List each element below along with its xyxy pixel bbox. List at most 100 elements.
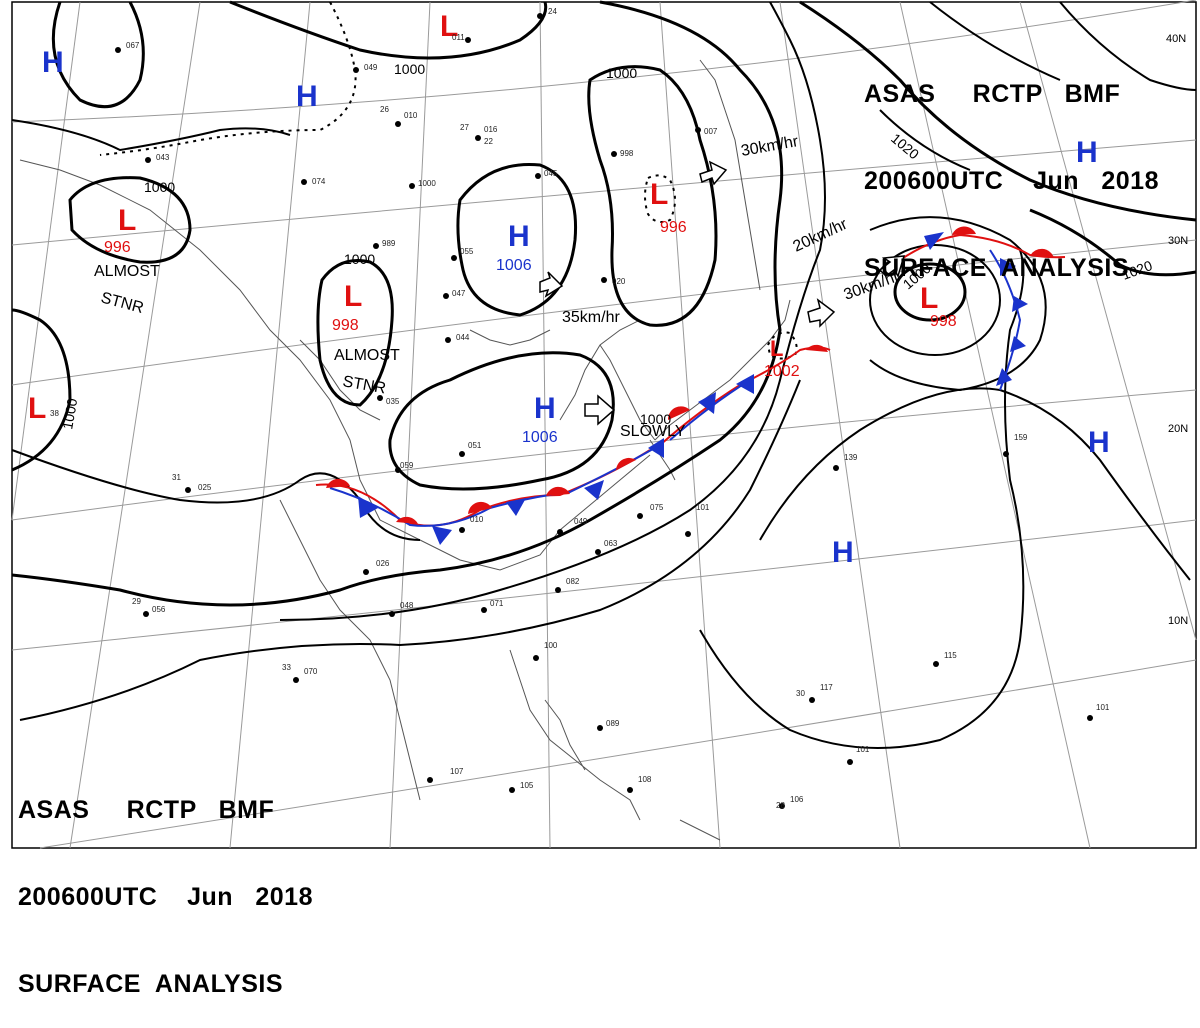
station-value: 067 (126, 41, 140, 50)
station-value: 101 (1096, 703, 1110, 712)
lat-label: 10N (1168, 615, 1188, 627)
center-letter: L (440, 10, 458, 43)
cold-front-mark (358, 496, 378, 518)
warm-front-mark (616, 457, 636, 470)
cold-front-mark (584, 480, 604, 500)
lat-label: 20N (1168, 423, 1188, 435)
isobar-label: 1000 (394, 61, 425, 77)
arrow-icon (699, 160, 728, 186)
station-value: 044 (456, 333, 470, 342)
station-value: 100 (544, 641, 558, 650)
header-bottom: ASAS RCTP BMF 200600UTC Jun 2018 SURFACE… (18, 738, 313, 1028)
station-value: 33 (282, 663, 291, 672)
station-value: 055 (460, 247, 474, 256)
arrow-icon (878, 255, 906, 278)
center-letter: L (344, 280, 362, 313)
station-value: 071 (490, 599, 504, 608)
cold-front-mark (506, 498, 526, 516)
cold-front-mark (432, 526, 452, 545)
station-value: 070 (304, 667, 318, 676)
station-value: 27 (460, 123, 469, 132)
warm-front-mark (667, 406, 690, 420)
lat-label: 40N (1166, 33, 1186, 45)
lat-label: 30N (1168, 235, 1188, 247)
center-letter: L (650, 178, 668, 211)
center-letter: H (534, 392, 556, 425)
station-value: 035 (386, 397, 400, 406)
cold-front-mark (1010, 336, 1026, 352)
center-letter: H (296, 80, 318, 113)
center-value: 998 (332, 317, 359, 334)
center-letter: H (1076, 136, 1098, 169)
center-value: 1006 (496, 257, 532, 274)
station-value: 101 (856, 745, 870, 754)
header-top: ASAS RCTP BMF 200600UTC Jun 2018 SURFACE… (864, 22, 1159, 312)
pressure-centers: H H L 996 L 998 L H 1006 H 1006 L 996 L … (28, 10, 1110, 569)
station-value: 24 (548, 7, 557, 16)
station-value: 117 (820, 683, 833, 692)
station-value: 043 (156, 153, 170, 162)
station-value: 28 (776, 801, 785, 810)
center-letter: L (920, 282, 938, 315)
station-value: 115 (944, 651, 957, 660)
station-value: 063 (604, 539, 618, 548)
stnr-label: ALMOST (334, 347, 400, 364)
station-value: 010 (404, 111, 418, 120)
speed-label: 30km/hr (740, 133, 801, 160)
coastlines (19, 59, 791, 841)
station-value: 020 (612, 277, 626, 286)
arrow-icon (584, 394, 616, 426)
isobar-label: 1000 (144, 179, 175, 195)
center-letter: L (28, 392, 46, 425)
latitude-labels: 40N 30N 20N 10N (1166, 33, 1188, 627)
isobar-label: 1000 (606, 65, 637, 81)
station-value: 1000 (418, 179, 436, 188)
cold-front-mark (648, 438, 664, 458)
station-value: 31 (172, 473, 181, 482)
station-value: 159 (1014, 433, 1028, 442)
station-value: 056 (152, 605, 166, 614)
stnr-label: STNR (99, 289, 145, 317)
station-value: 089 (606, 719, 620, 728)
station-value: 30 (796, 689, 805, 698)
station-value: 082 (566, 577, 580, 586)
station-value: 074 (312, 177, 326, 186)
station-value: 045 (544, 169, 558, 178)
station-value: 047 (452, 289, 466, 298)
center-letter: H (42, 46, 64, 79)
center-value: 1002 (764, 363, 800, 380)
center-value: 998 (930, 313, 957, 330)
fronts (315, 226, 1066, 545)
station-value: 048 (400, 601, 414, 610)
center-letter: L (770, 336, 783, 361)
station-value: 016 (484, 125, 498, 134)
header-bottom-line3: SURFACE ANALYSIS (18, 970, 284, 998)
station-value: 075 (650, 503, 664, 512)
cold-front-mark (1000, 258, 1016, 276)
warm-front-mark (806, 344, 828, 352)
center-letter: H (508, 220, 530, 253)
station-value: 998 (620, 149, 634, 158)
center-letter: H (1088, 426, 1110, 459)
motion-arrows (539, 160, 906, 426)
station-value: 059 (400, 461, 414, 470)
cold-front-mark (924, 232, 944, 250)
station-value: 29 (132, 597, 141, 606)
warm-front-mark (1030, 248, 1054, 258)
isobar-label: 1000 (344, 251, 375, 267)
header-bottom-line2: 200600UTC Jun 2018 (18, 883, 313, 911)
isobars (11, 0, 1197, 749)
header-top-line2: 200600UTC Jun 2018 (864, 167, 1159, 195)
isobar-label: 1000 (59, 397, 80, 431)
header-top-line3: SURFACE ANALYSIS (864, 254, 1130, 282)
station-value: 139 (844, 453, 858, 462)
slowly-label: SLOWLY (620, 423, 686, 440)
cold-front-mark (698, 392, 716, 414)
station-value: 049 (574, 517, 588, 526)
isobar-label: 1000 (640, 411, 671, 427)
station-value: 051 (468, 441, 482, 450)
center-value: 996 (660, 219, 687, 236)
station-value: 007 (704, 127, 718, 136)
warm-front-mark (952, 226, 976, 235)
header-bottom-line1: ASAS RCTP BMF (18, 796, 275, 824)
